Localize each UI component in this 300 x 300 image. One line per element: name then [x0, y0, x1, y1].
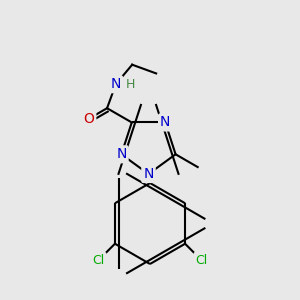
Text: H: H [126, 78, 135, 91]
Text: Cl: Cl [195, 254, 208, 267]
Text: N: N [111, 77, 121, 91]
Text: N: N [160, 116, 170, 129]
Text: O: O [83, 112, 94, 126]
Text: N: N [116, 147, 127, 161]
Text: Cl: Cl [92, 254, 105, 267]
Text: N: N [143, 167, 154, 181]
